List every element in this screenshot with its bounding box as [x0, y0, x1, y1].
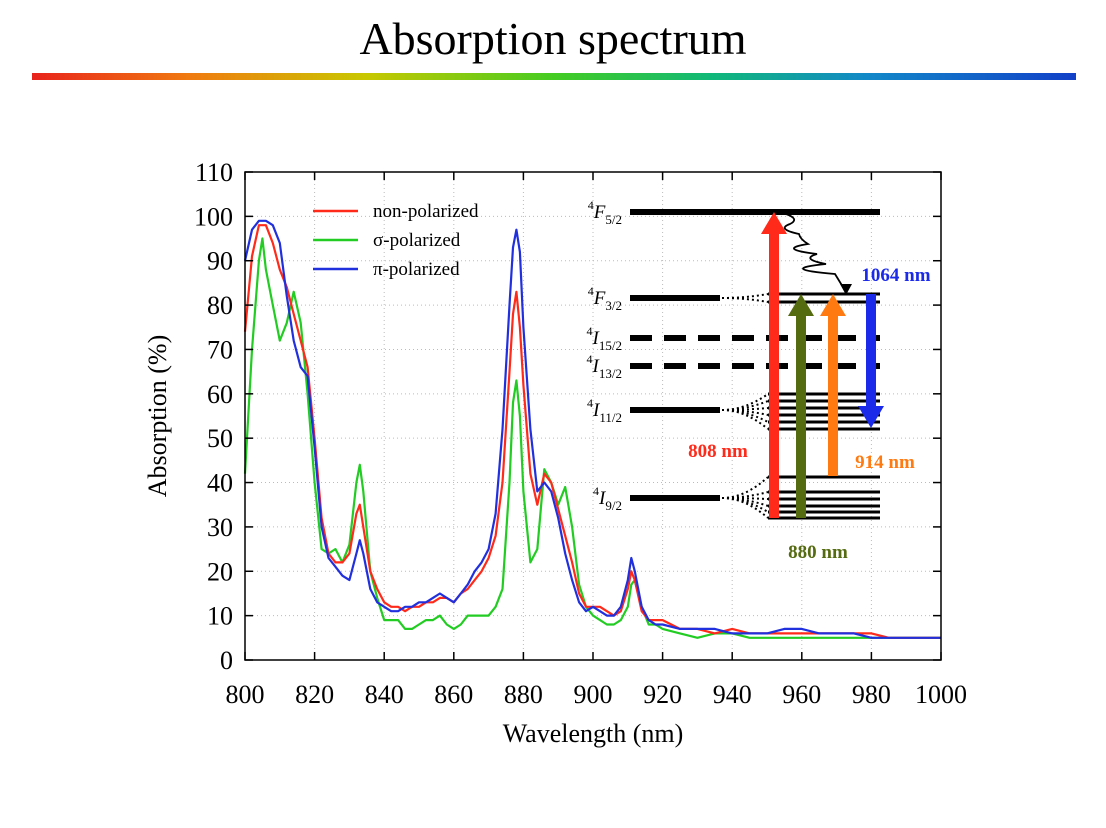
level-label: 4I15/2 — [587, 324, 622, 353]
y-tick-label: 50 — [207, 424, 233, 453]
stark-fan — [721, 476, 769, 499]
legend-label: σ-polarized — [373, 230, 461, 251]
x-tick-label: 920 — [643, 680, 682, 709]
stark-fan — [721, 497, 769, 513]
x-tick-label: 1000 — [915, 680, 967, 709]
y-tick-label: 90 — [207, 247, 233, 276]
y-tick-label: 10 — [207, 602, 233, 631]
x-tick-label: 980 — [852, 680, 891, 709]
y-tick-label: 60 — [207, 380, 233, 409]
y-tick-label: 0 — [220, 646, 233, 675]
chart-legend: non-polarized σ-polarized π-polarized — [313, 201, 479, 280]
level-label: 4I11/2 — [587, 396, 622, 425]
stark-fan — [721, 409, 769, 423]
x-tick-label: 860 — [434, 680, 473, 709]
level-label: 4F5/2 — [588, 198, 622, 227]
chart-grid — [245, 172, 941, 660]
nonradiative-decay-wave — [783, 213, 847, 293]
arrow-880-head — [788, 294, 814, 316]
x-tick-label: 840 — [365, 680, 404, 709]
x-tick-label: 820 — [295, 680, 334, 709]
level-label: 4I13/2 — [587, 352, 622, 381]
x-tick-label: 900 — [574, 680, 613, 709]
nonradiative-decay-head — [840, 284, 852, 295]
legend-label: non-polarized — [373, 201, 479, 222]
y-tick-label: 100 — [194, 202, 233, 231]
arrow-1064-head — [858, 406, 884, 428]
arrow-914-head — [820, 294, 846, 316]
stark-fan — [721, 497, 769, 507]
legend-label: π-polarized — [373, 259, 460, 280]
x-axis-label: Wavelength (nm) — [503, 719, 684, 748]
stark-fan — [721, 393, 769, 411]
chart-ticks — [244, 171, 942, 661]
y-tick-label: 110 — [195, 158, 233, 187]
x-tick-label: 880 — [504, 680, 543, 709]
stark-fan — [721, 297, 769, 303]
y-axis-label: Absorption (%) — [143, 335, 172, 497]
y-tick-label: 80 — [207, 291, 233, 320]
x-tick-label: 940 — [713, 680, 752, 709]
transition-label: 914 nm — [855, 452, 915, 473]
y-tick-label: 40 — [207, 469, 233, 498]
series-line-2 — [243, 219, 941, 639]
level-label: 4I9/2 — [593, 484, 622, 513]
slide-title: Absorption spectrum — [359, 13, 747, 64]
transition-label: 1064 nm — [861, 265, 930, 286]
x-tick-labels: 800 820 840 860 880 900 920 940 960 980 1000 — [226, 680, 968, 709]
level-label: 4F3/2 — [588, 284, 622, 313]
y-tick-labels: 0 10 20 30 40 50 60 70 80 90 100 110 — [194, 158, 233, 675]
stark-fan — [721, 400, 769, 411]
chart-series-lines — [243, 219, 941, 639]
series-line-1 — [243, 237, 941, 639]
series-line-0 — [243, 224, 941, 639]
arrow-808-head — [761, 212, 787, 234]
y-tick-label: 30 — [207, 513, 233, 542]
x-tick-label: 800 — [226, 680, 265, 709]
stark-fan — [721, 497, 769, 519]
title-gradient-bar — [32, 73, 1076, 80]
y-tick-label: 70 — [207, 335, 233, 364]
x-tick-label: 960 — [782, 680, 821, 709]
transition-label: 808 nm — [688, 441, 748, 462]
stark-fan — [721, 409, 769, 430]
y-tick-label: 20 — [207, 557, 233, 586]
transition-label: 880 nm — [788, 542, 848, 563]
